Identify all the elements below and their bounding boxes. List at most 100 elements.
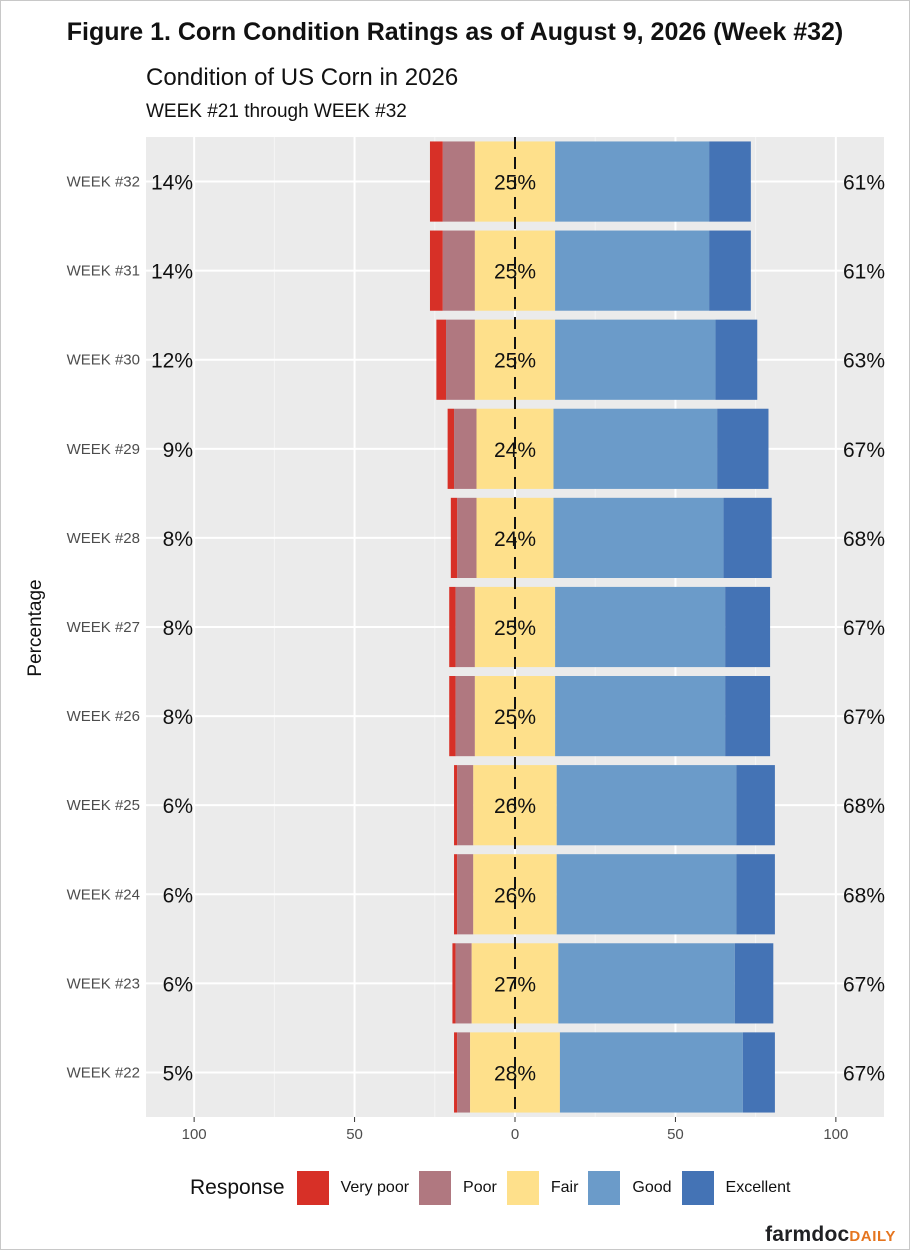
legend-label: Very poor bbox=[340, 1179, 410, 1196]
negative-total-label: 9% bbox=[163, 439, 193, 462]
chart-title: Condition of US Corn in 2026 bbox=[146, 64, 459, 91]
x-tick-label: 50 bbox=[346, 1126, 363, 1143]
bar-segment-excellent bbox=[717, 408, 769, 489]
negative-total-label: 5% bbox=[163, 1062, 193, 1085]
bar-segment-excellent bbox=[736, 765, 775, 846]
bar-segment-very-poor bbox=[436, 319, 447, 400]
bar-segment-excellent bbox=[742, 1032, 775, 1113]
y-tick-label: WEEK #22 bbox=[67, 1064, 140, 1081]
negative-total-label: 12% bbox=[151, 350, 193, 373]
neutral-label: 28% bbox=[494, 1062, 536, 1085]
negative-total-label: 14% bbox=[151, 261, 193, 284]
bar-segment-good bbox=[556, 854, 737, 935]
positive-total-label: 67% bbox=[843, 706, 885, 729]
bar-segment-good bbox=[555, 230, 710, 311]
legend-swatch bbox=[506, 1171, 539, 1205]
y-tick-label: WEEK #32 bbox=[67, 174, 140, 191]
bar-segment-very-poor bbox=[429, 230, 443, 311]
bar-segment-excellent bbox=[725, 586, 771, 668]
bar-segment-good bbox=[555, 586, 726, 668]
positive-total-label: 67% bbox=[843, 1062, 885, 1085]
bar-segment-poor bbox=[457, 854, 474, 935]
positive-total-label: 68% bbox=[843, 795, 885, 818]
bar-segment-poor bbox=[457, 1032, 471, 1113]
positive-total-label: 61% bbox=[843, 261, 885, 284]
bar-segment-very-poor bbox=[454, 854, 458, 935]
positive-total-label: 68% bbox=[843, 528, 885, 551]
bar-segment-excellent bbox=[723, 497, 772, 578]
legend-label: Poor bbox=[463, 1179, 497, 1196]
bar-segment-good bbox=[555, 319, 716, 400]
brand-accent: DAILY bbox=[849, 1228, 896, 1245]
legend-swatch bbox=[588, 1171, 621, 1205]
y-tick-label: WEEK #26 bbox=[67, 708, 140, 725]
legend-label: Fair bbox=[550, 1179, 579, 1196]
legend-title: Response bbox=[190, 1176, 285, 1199]
neutral-label: 26% bbox=[494, 884, 536, 907]
legend: Response Very poor Poor Fair Good Excell… bbox=[190, 1168, 800, 1208]
negative-total-label: 6% bbox=[163, 795, 193, 818]
positive-total-label: 63% bbox=[843, 350, 885, 373]
negative-total-label: 8% bbox=[163, 706, 193, 729]
legend-item-poor: Poor bbox=[419, 1171, 501, 1205]
y-tick-label: WEEK #28 bbox=[67, 530, 140, 547]
bar-segment-good bbox=[555, 676, 726, 757]
negative-total-label: 8% bbox=[163, 528, 193, 551]
bar-segment-good bbox=[553, 497, 724, 578]
legend-swatch bbox=[419, 1171, 452, 1205]
bar-segment-poor bbox=[455, 676, 475, 757]
positive-total-label: 68% bbox=[843, 884, 885, 907]
y-tick-label: WEEK #31 bbox=[67, 263, 140, 280]
y-tick-label: WEEK #30 bbox=[67, 352, 140, 369]
bar-segment-poor bbox=[455, 586, 475, 668]
bar-segment-poor bbox=[446, 319, 475, 400]
x-tick-label: 0 bbox=[511, 1126, 519, 1143]
neutral-label: 25% bbox=[494, 261, 536, 284]
bar-segment-poor bbox=[454, 408, 477, 489]
bar-segment-very-poor bbox=[452, 943, 456, 1024]
bar-segment-excellent bbox=[725, 676, 771, 757]
chart-svg: WEEK #32 14% 25% 61%WEEK #31 14% 25% 61%WEEK #… bbox=[67, 137, 885, 1143]
figure-title: Figure 1. Corn Condition Ratings as of A… bbox=[66, 18, 844, 46]
y-tick-label: WEEK #23 bbox=[67, 975, 140, 992]
y-tick-label: WEEK #27 bbox=[67, 619, 140, 636]
legend-item-very-poor: Very poor bbox=[296, 1171, 413, 1205]
bar-segment-poor bbox=[442, 230, 475, 311]
chart-subtitle: WEEK #21 through WEEK #32 bbox=[146, 101, 407, 122]
y-tick-label: WEEK #29 bbox=[67, 441, 140, 458]
bar-segment-very-poor bbox=[429, 141, 443, 222]
bar-segment-excellent bbox=[709, 230, 751, 311]
bar-segment-good bbox=[556, 765, 737, 846]
bar-segment-excellent bbox=[715, 319, 758, 400]
bar-segment-excellent bbox=[734, 943, 774, 1024]
negative-total-label: 6% bbox=[163, 884, 193, 907]
y-tick-label: WEEK #24 bbox=[67, 886, 140, 903]
bar-segment-good bbox=[558, 943, 735, 1024]
bar-segment-poor bbox=[457, 765, 474, 846]
bar-segment-very-poor bbox=[454, 765, 458, 846]
bar-segment-good bbox=[553, 408, 718, 489]
bar-segment-excellent bbox=[736, 854, 775, 935]
legend-item-fair: Fair bbox=[506, 1171, 583, 1205]
negative-total-label: 14% bbox=[151, 172, 193, 195]
brand-logo: farmdocDAILY bbox=[765, 1223, 896, 1247]
x-tick-label: 100 bbox=[182, 1126, 207, 1143]
positive-total-label: 67% bbox=[843, 439, 885, 462]
positive-total-label: 67% bbox=[843, 973, 885, 996]
positive-total-label: 61% bbox=[843, 172, 885, 195]
brand-name: farmdoc bbox=[765, 1223, 850, 1246]
legend-label: Excellent bbox=[725, 1179, 791, 1196]
bar-segment-very-poor bbox=[450, 497, 458, 578]
negative-total-label: 6% bbox=[163, 973, 193, 996]
bar-segment-very-poor bbox=[449, 586, 456, 668]
bar-segment-poor bbox=[457, 497, 477, 578]
legend-swatch bbox=[681, 1171, 714, 1205]
bar-segment-very-poor bbox=[454, 1032, 458, 1113]
x-tick-label: 100 bbox=[823, 1126, 848, 1143]
legend-item-good: Good bbox=[588, 1171, 675, 1205]
bar-segment-very-poor bbox=[447, 408, 455, 489]
legend-label: Good bbox=[632, 1179, 672, 1196]
bar-segment-excellent bbox=[709, 141, 751, 222]
legend-swatch bbox=[296, 1171, 329, 1205]
bar-segment-poor bbox=[455, 943, 472, 1024]
